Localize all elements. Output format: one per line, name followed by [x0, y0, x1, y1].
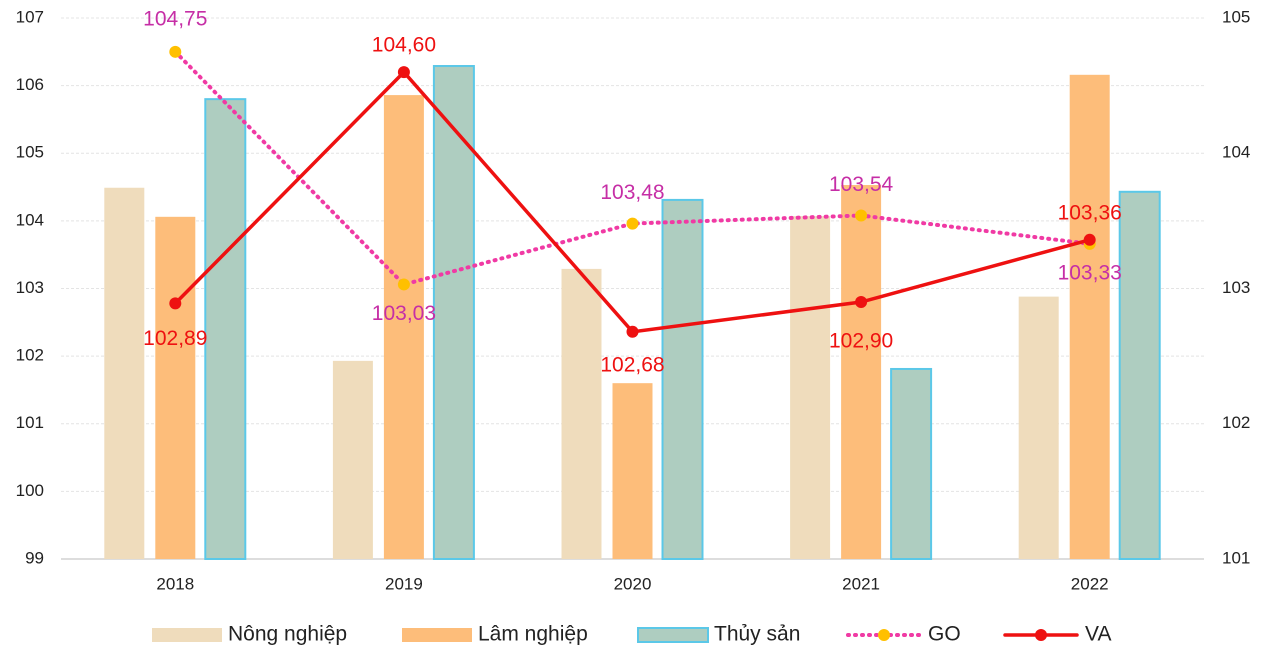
- x-tick-label: 2019: [385, 574, 423, 593]
- y2-tick-label: 103: [1222, 278, 1250, 297]
- bar: [790, 216, 831, 560]
- bar: [612, 383, 653, 559]
- y-tick-label: 105: [16, 143, 44, 162]
- data-label: 102,90: [829, 330, 893, 353]
- y-tick-label: 102: [16, 346, 44, 365]
- data-label: 102,89: [143, 327, 207, 350]
- marker: [397, 66, 410, 79]
- y-tick-label: 104: [16, 210, 44, 229]
- legend-marker: [1035, 629, 1047, 641]
- marker: [626, 325, 639, 338]
- data-label: 103,03: [372, 302, 436, 325]
- bar: [841, 185, 882, 559]
- bar: [661, 198, 704, 560]
- y2-tick-label: 102: [1222, 413, 1250, 432]
- y-tick-label: 106: [16, 75, 44, 94]
- y2-tick-label: 101: [1222, 548, 1250, 567]
- y-tick-label: 99: [25, 548, 44, 567]
- y2-tick-label: 104: [1222, 143, 1250, 162]
- marker: [855, 209, 868, 222]
- data-label: 103,36: [1058, 201, 1122, 224]
- line: [173, 49, 1092, 287]
- y2-tick-label: 105: [1222, 7, 1250, 26]
- legend-swatch: [152, 628, 222, 642]
- x-tick-label: 2020: [614, 574, 652, 593]
- data-label: 103,33: [1058, 261, 1122, 284]
- x-tick-label: 2022: [1071, 574, 1109, 593]
- marker: [169, 45, 182, 58]
- legend-label: VA: [1085, 623, 1111, 646]
- data-label: 103,54: [829, 173, 894, 196]
- marker: [397, 278, 410, 291]
- bar: [1018, 296, 1059, 559]
- data-label: 104,75: [143, 7, 207, 30]
- bar: [1118, 190, 1161, 560]
- bar: [204, 98, 247, 561]
- legend-label: Lâm nghiệp: [478, 623, 588, 646]
- legend-label: Thủy sản: [714, 623, 800, 646]
- marker: [1083, 233, 1096, 246]
- bar: [890, 367, 933, 560]
- data-label: 103,48: [600, 181, 664, 204]
- marker: [169, 297, 182, 310]
- legend-swatch: [402, 628, 472, 642]
- bar: [155, 216, 196, 559]
- legend-swatch: [637, 627, 709, 643]
- bar: [561, 268, 602, 559]
- marker: [855, 296, 868, 309]
- data-label: 102,68: [600, 353, 664, 376]
- legend-label: Nông nghiệp: [228, 623, 347, 646]
- legend-marker: [878, 629, 890, 641]
- legend-label: GO: [928, 623, 961, 646]
- x-tick-label: 2021: [842, 574, 880, 593]
- x-tick-label: 2018: [156, 574, 194, 593]
- bar: [383, 95, 424, 559]
- y-tick-label: 101: [16, 413, 44, 432]
- data-label: 104,60: [372, 34, 436, 57]
- bar: [1069, 74, 1110, 560]
- bar: [432, 65, 475, 560]
- y-tick-label: 107: [16, 7, 44, 26]
- bar: [332, 360, 373, 559]
- y-tick-label: 103: [16, 278, 44, 297]
- marker: [626, 217, 639, 230]
- bar: [104, 187, 145, 559]
- y-tick-label: 100: [16, 481, 44, 500]
